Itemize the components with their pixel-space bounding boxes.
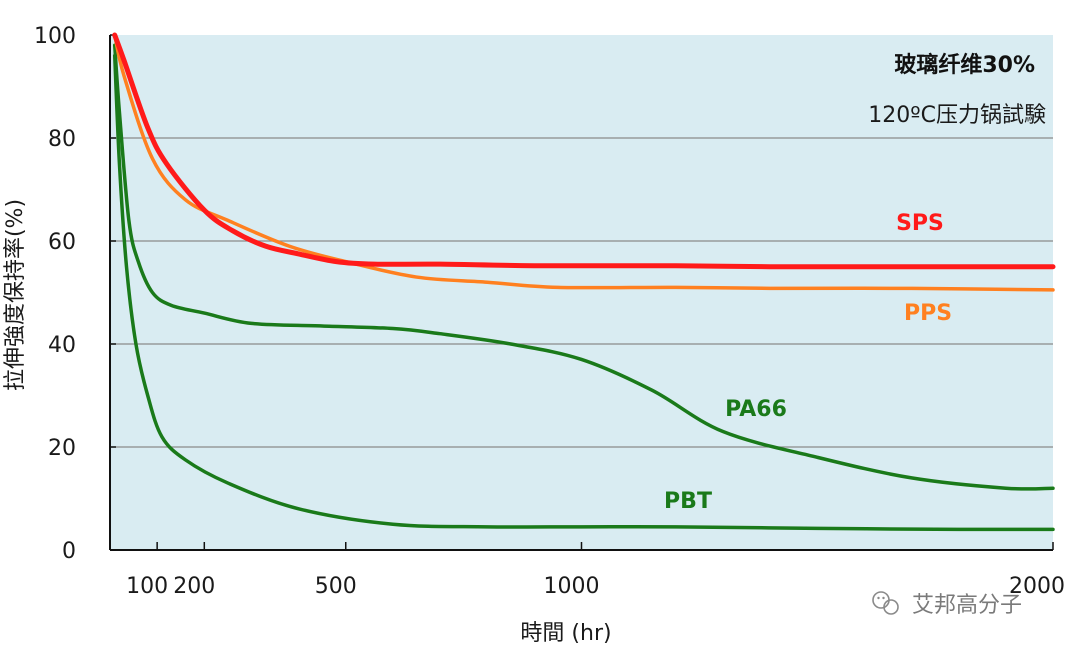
chart-annotation-test: 120ºC压力锅試験 [868, 103, 1046, 128]
x-tick-label: 1000 [544, 574, 600, 599]
series-label-pbt: PBT [664, 489, 712, 514]
series-lines [112, 32, 1056, 532]
series-line-sps [112, 32, 1056, 270]
y-tick-label: 20 [48, 436, 76, 461]
series-line-pbt [112, 53, 1055, 532]
y-tick-labels: 0 20 40 60 80 100 [34, 24, 76, 564]
plot-area [110, 35, 1053, 550]
x-tick-label: 100 [126, 574, 168, 599]
gridlines [110, 137, 1053, 448]
series-line-pps [112, 33, 1055, 292]
watermark-text: 艾邦高分子 [912, 593, 1022, 618]
series-label-pa66: PA66 [725, 397, 787, 422]
x-tick-label: 200 [173, 574, 215, 599]
y-tick-label: 40 [48, 333, 76, 358]
x-tick-label: 500 [315, 574, 357, 599]
x-tick-labels: 100 200 500 1000 2000 [126, 574, 1065, 599]
chart-annotation-material: 玻璃纤维30% [894, 52, 1035, 78]
series-label-sps: SPS [896, 211, 944, 236]
y-tick-label: 100 [34, 24, 76, 49]
x-tick-label: 2000 [1009, 574, 1065, 599]
y-tick-label: 60 [48, 230, 76, 255]
y-tick-label: 80 [48, 127, 76, 152]
wechat-icon [872, 591, 899, 615]
series-line-pa66 [112, 43, 1055, 491]
watermark: 艾邦高分子 [872, 591, 1022, 618]
y-tick-label: 0 [62, 539, 76, 564]
axes [109, 34, 1054, 551]
x-axis-title: 時間 (hr) [520, 621, 611, 646]
series-label-pps: PPS [904, 301, 952, 326]
y-axis-title: 拉伸強度保持率(%) [3, 199, 28, 391]
